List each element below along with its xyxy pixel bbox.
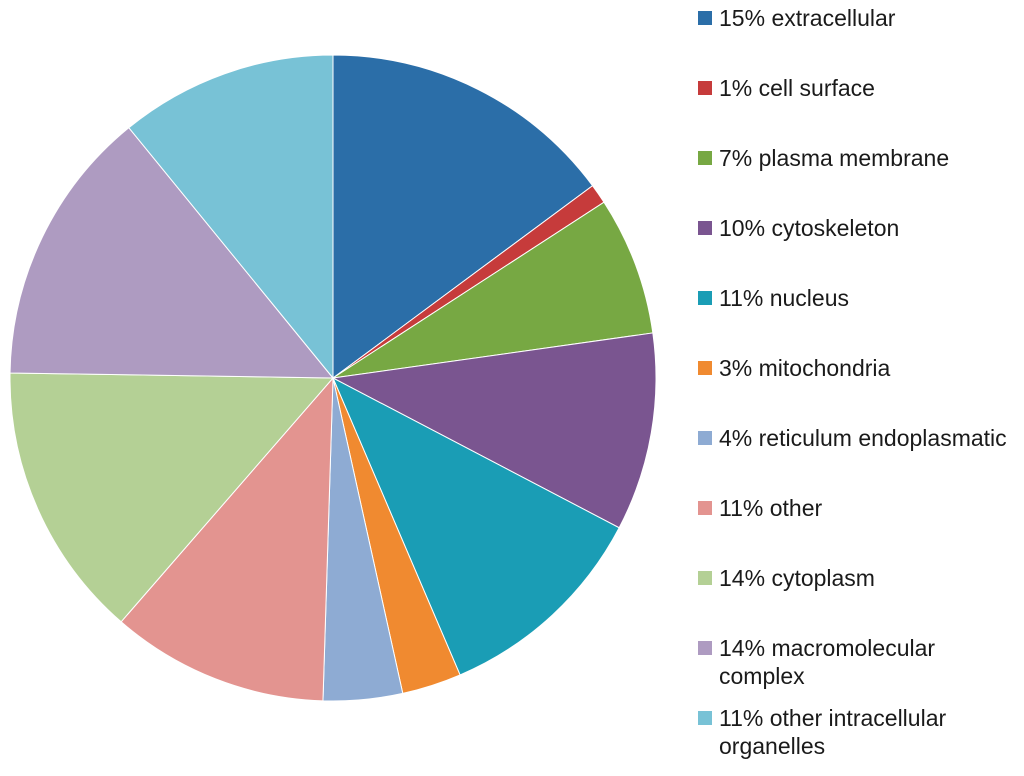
- legend-label: 7% plasma membrane: [719, 144, 1019, 172]
- legend-label: 11% nucleus: [719, 284, 1019, 312]
- legend-swatch: [698, 641, 712, 655]
- legend-value: 1%: [719, 75, 753, 101]
- legend-category: cell surface: [758, 75, 875, 101]
- legend-value: 14%: [719, 635, 766, 661]
- legend-category: macromolecular complex: [719, 635, 936, 689]
- legend-swatch: [698, 361, 712, 375]
- pie-slice: [120, 376, 334, 702]
- legend-value: 14%: [719, 565, 766, 591]
- legend-label: 10% cytoskeleton: [719, 214, 1019, 242]
- legend-value: 3%: [719, 355, 753, 381]
- legend-label: 4% reticulum endoplasmatic: [719, 424, 1019, 452]
- legend-category: nucleus: [769, 285, 849, 311]
- legend-label: 15% extracellular: [719, 4, 1019, 32]
- legend-label: 14% cytoplasm: [719, 564, 1019, 592]
- pie-slice: [332, 54, 594, 379]
- pie-area: [9, 54, 657, 702]
- legend-swatch: [698, 221, 712, 235]
- legend-label: 11% other: [719, 494, 1019, 522]
- pie-slice: [9, 372, 335, 623]
- legend-value: 4%: [719, 425, 753, 451]
- legend-category: cytoplasm: [771, 565, 875, 591]
- legend-value: 11%: [719, 285, 764, 311]
- legend-category: other intracellular organelles: [719, 705, 947, 759]
- legend-category: extracellular: [771, 5, 896, 31]
- legend-swatch: [698, 711, 712, 725]
- legend-label: 3% mitochondria: [719, 354, 1019, 382]
- legend-value: 7%: [719, 145, 753, 171]
- legend-category: reticulum endoplasmatic: [758, 425, 1007, 451]
- legend-label: 11% other intracellular organelles: [719, 704, 1019, 760]
- legend-category: cytoskeleton: [771, 215, 900, 241]
- legend-value: 11%: [719, 495, 764, 521]
- pie-slice: [331, 376, 620, 676]
- pie-slice: [128, 54, 334, 380]
- legend-category: other: [769, 495, 823, 521]
- legend-category: mitochondria: [758, 355, 891, 381]
- legend-swatch: [698, 501, 712, 515]
- legend-label: 1% cell surface: [719, 74, 1019, 102]
- legend-swatch: [698, 571, 712, 585]
- legend-swatch: [698, 11, 712, 25]
- legend-swatch: [698, 291, 712, 305]
- pie-slice: [331, 332, 657, 529]
- legend-swatch: [698, 81, 712, 95]
- legend-label: 14% macromolecular complex: [719, 634, 1019, 690]
- legend-value: 15%: [719, 5, 766, 31]
- legend-value: 11%: [719, 705, 764, 731]
- legend-value: 10%: [719, 215, 766, 241]
- legend-swatch: [698, 431, 712, 445]
- pie-slice: [332, 201, 654, 379]
- legend-swatch: [698, 151, 712, 165]
- legend-category: plasma membrane: [758, 145, 950, 171]
- pie-slice: [9, 127, 335, 379]
